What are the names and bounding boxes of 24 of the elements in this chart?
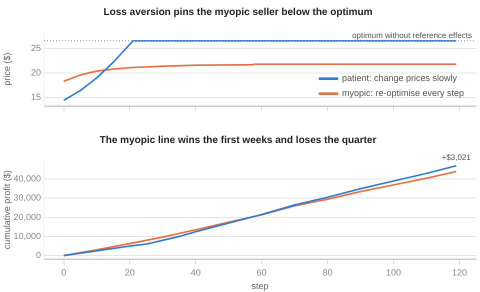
chart-title: The myopic line wins the first weeks and loses the quarter <box>100 134 376 146</box>
y-tick-label: 0 <box>36 250 41 260</box>
x-tick-label: 40 <box>190 267 201 278</box>
x-tick-label: 0 <box>61 267 66 278</box>
chart-title: Loss aversion pins the myopic seller below the optimum <box>104 6 373 18</box>
y-tick-label: 40,000 <box>13 174 41 184</box>
x-tick-label: 100 <box>386 267 402 278</box>
x-tick-label: 80 <box>322 267 333 278</box>
y-tick-label: 30,000 <box>13 192 41 203</box>
x-tick-label: 120 <box>452 267 468 278</box>
annotation: +$3,021 <box>442 152 472 162</box>
y-tick-label: 10,000 <box>13 230 41 241</box>
x-tick-label: 60 <box>256 267 267 278</box>
y-axis-title: cumulative profit ($) <box>2 170 12 250</box>
y-tick-label: 25 <box>30 43 41 54</box>
ref-line-label: optimum without reference effects <box>352 30 472 40</box>
x-tick-label: 20 <box>124 267 135 278</box>
y-tick-label: 20,000 <box>13 212 41 222</box>
y-tick-label: 20 <box>30 67 41 78</box>
y-axis-title: price ($) <box>2 52 12 86</box>
legend-label: myopic: re-optimise every step <box>342 88 464 98</box>
legend-label: patient: change prices slowly <box>342 73 458 84</box>
y-tick-label: 15 <box>30 92 41 102</box>
x-axis-title: step <box>251 281 269 292</box>
